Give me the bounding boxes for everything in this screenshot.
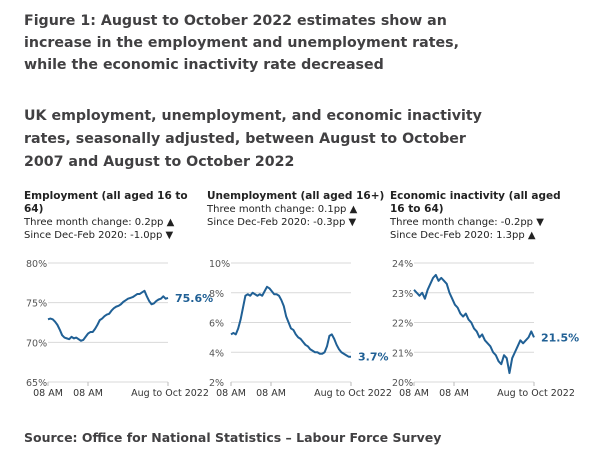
panel-title: Unemployment (all aged 16+)	[207, 190, 385, 202]
x-tick-label: 08 AM	[256, 388, 286, 399]
employment-panel: Employment (all aged 16 to 64) Three mon…	[24, 190, 209, 242]
last-value-label: 21.5%	[541, 331, 579, 344]
x-tick-label: 08 AM	[216, 388, 246, 399]
since-dec-feb: Since Dec-Feb 2020: -1.0pp ▼	[24, 230, 174, 241]
y-tick-label: 70%	[26, 338, 47, 349]
x-tick-label: 08 AM	[33, 388, 63, 399]
x-tick-label: Aug to Oct 2022	[131, 388, 209, 399]
y-tick-label: 65%	[26, 378, 47, 389]
y-tick-label: 75%	[26, 299, 47, 310]
y-tick-label: 2%	[209, 378, 224, 389]
last-value-label: 3.7%	[358, 351, 389, 364]
three-month-change: Three month change: 0.1pp ▲	[207, 204, 358, 215]
source-note: Source: Office for National Statistics –…	[24, 430, 442, 445]
series-line	[230, 285, 351, 358]
figure-subtitle: UK employment, unemployment, and economi…	[24, 108, 482, 170]
x-tick-label: 08 AM	[439, 388, 469, 399]
y-tick-label: 10%	[209, 259, 230, 270]
since-dec-feb: Since Dec-Feb 2020: 1.3pp ▲	[390, 230, 536, 241]
x-tick-label: Aug to Oct 2022	[497, 388, 575, 399]
y-tick-label: 4%	[209, 348, 224, 359]
figure-title: Figure 1: August to October 2022 estimat…	[24, 13, 459, 73]
last-value-label: 75.6%	[175, 292, 213, 305]
three-month-change: Three month change: -0.2pp ▼	[390, 217, 544, 228]
panel-title: Employment (all aged 16 to 64)	[24, 190, 188, 215]
x-tick-label: 08 AM	[399, 388, 429, 399]
y-tick-label: 6%	[209, 319, 224, 330]
panel-title: Economic inactivity (all aged 16 to 64)	[390, 190, 561, 215]
y-tick-label: 20%	[392, 378, 413, 389]
y-tick-label: 21%	[392, 348, 413, 359]
y-tick-label: 23%	[392, 289, 413, 300]
x-tick-label: 08 AM	[73, 388, 103, 399]
three-month-change: Three month change: 0.2pp ▲	[24, 217, 175, 228]
since-dec-feb: Since Dec-Feb 2020: -0.3pp ▼	[207, 217, 357, 228]
y-tick-label: 80%	[26, 259, 47, 270]
y-tick-label: 24%	[392, 259, 413, 270]
series-line	[47, 289, 169, 342]
y-tick-label: 22%	[392, 319, 413, 330]
inactivity-panel: Economic inactivity (all aged 16 to 64) …	[390, 190, 575, 242]
unemployment-panel: Unemployment (all aged 16+) Three month …	[207, 190, 392, 229]
series-line	[413, 273, 535, 375]
x-tick-label: Aug to Oct 2022	[314, 388, 392, 399]
y-tick-label: 8%	[209, 289, 224, 300]
